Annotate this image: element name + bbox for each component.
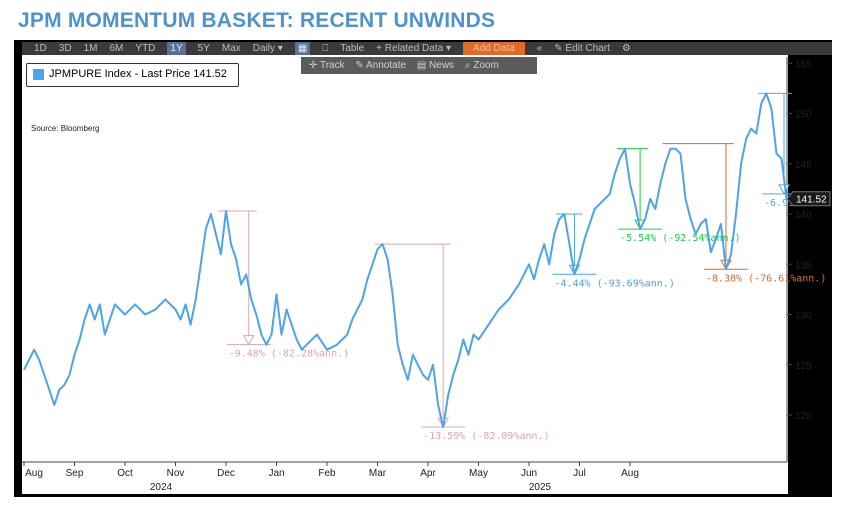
page-title: JPM MOMENTUM BASKET: RECENT UNWINDS: [18, 9, 496, 32]
toolbar-item[interactable]: ▦: [294, 42, 311, 55]
x-tick-label: May: [469, 468, 488, 479]
zoom-button[interactable]: ⌕ Zoom: [464, 60, 499, 71]
toolbar-item[interactable]: Add Data: [462, 42, 525, 55]
x-tick-label: Sep: [66, 468, 84, 479]
x-tick-label: Feb: [318, 468, 336, 479]
toolbar-item[interactable]: ✎ Edit Chart: [554, 43, 610, 54]
toolbar-item[interactable]: Max: [221, 43, 241, 54]
x-tick-label: Aug: [25, 468, 43, 479]
toolbar-item[interactable]: ⚙: [621, 43, 631, 54]
toolbar-item[interactable]: 1M: [83, 43, 98, 54]
x-tick-label: Jun: [521, 468, 537, 479]
x-tick-label: Nov: [167, 468, 185, 479]
x-tick-label: Aug: [621, 468, 639, 479]
y-tick-label: 120: [795, 411, 812, 422]
toolbar-item[interactable]: «: [536, 43, 543, 54]
x-tick-label: Apr: [420, 468, 436, 479]
y-tick-label: 155: [795, 59, 812, 70]
toolbar-item[interactable]: + Related Data ▾: [376, 43, 451, 54]
drawdown-arrow: [242, 335, 255, 346]
x-tick-label: Mar: [369, 468, 387, 479]
toolbar-item[interactable]: YTD: [135, 43, 156, 54]
source-note: Source: Bloomberg: [31, 124, 100, 133]
drawdown-label: -9.48% (-82.28%ann.): [229, 349, 349, 360]
toolbar-item[interactable]: 1Y: [167, 42, 186, 55]
toolbar-item[interactable]: 5Y: [197, 43, 210, 54]
chart-toolbar: 1D 3D 1M 6M YTD 1Y 5Y Max Daily ▾ ▦ ⎕ Table + Relate…: [22, 42, 832, 55]
y-tick-label: 140: [795, 210, 812, 221]
toolbar-item[interactable]: Daily ▾: [252, 43, 283, 54]
x-tick-label: Oct: [117, 468, 133, 479]
track-button[interactable]: ✛ Track: [309, 60, 345, 71]
y-tick-label: 130: [795, 311, 812, 322]
last-price-tag: [786, 191, 831, 207]
x-tick-label: Jan: [268, 468, 284, 479]
legend[interactable]: JPMPURE Index - Last Price 141.52: [26, 63, 239, 87]
drawdown-label: -6.93%: [764, 198, 800, 209]
toolbar-item[interactable]: Table: [340, 43, 365, 54]
y-tick-label: 135: [795, 260, 812, 271]
legend-label: JPMPURE Index - Last Price 141.52: [49, 68, 227, 80]
annotate-button[interactable]: ✎ Annotate: [355, 60, 407, 71]
plot-area[interactable]: [22, 55, 788, 494]
year-label: 2024: [150, 482, 173, 493]
toolbar-item[interactable]: ⎕: [322, 43, 329, 54]
legend-swatch: [33, 69, 44, 80]
news-button[interactable]: ▤ News: [416, 60, 455, 71]
toolbar-item[interactable]: 3D: [58, 43, 72, 54]
drawdown-label: -5.54% (-92.54%ann.): [620, 233, 740, 244]
toolbar-item[interactable]: 1D: [34, 43, 47, 54]
drawdown-label: -8.38% (-76.61%ann.): [706, 273, 826, 284]
x-tick-label: Dec: [217, 468, 235, 479]
x-tick-label: Jul: [573, 468, 586, 479]
price-series-line: [23, 92, 788, 429]
drawdown-label: -13.59% (-82.09%ann.): [423, 431, 549, 442]
y-tick-label: 125: [795, 361, 812, 372]
year-label: 2025: [529, 482, 552, 493]
last-price-label: 141.52: [796, 195, 827, 206]
chart-tools-bar: ✛ Track ✎ Annotate ▤ News ⌕ Zoom: [301, 57, 537, 74]
y-tick-label: 145: [795, 160, 812, 171]
drawdown-label: -4.44% (-93.69%ann.): [554, 278, 674, 289]
toolbar-item[interactable]: 6M: [109, 43, 124, 54]
y-tick-label: 150: [795, 110, 812, 121]
